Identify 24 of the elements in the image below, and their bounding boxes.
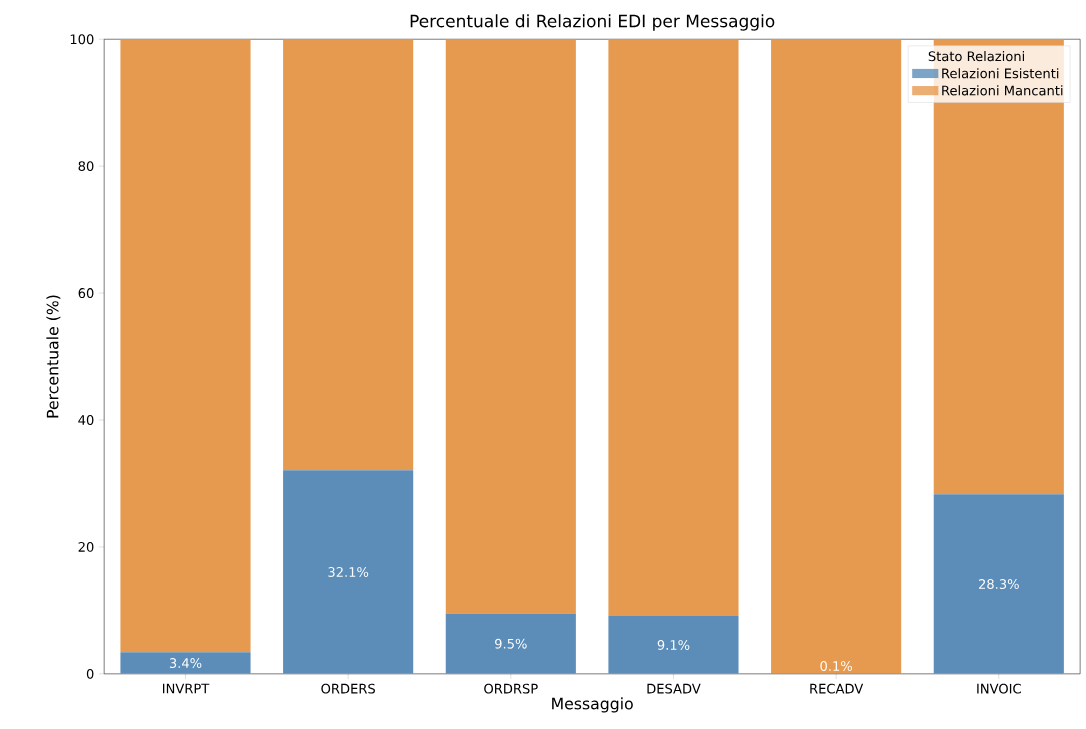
x-axis-title: Messaggio <box>552 697 633 713</box>
x-tick-label: DESADV <box>647 683 701 694</box>
data-label: 32.1% <box>328 567 369 578</box>
y-tick-label: 60 <box>78 288 94 299</box>
chart-title: Percentuale di Relazioni EDI per Messaggio <box>410 14 775 31</box>
legend-title: Stato Relazioni <box>928 51 1025 62</box>
x-tick-label: RECADV <box>810 683 864 694</box>
y-axis-title: Percentuale (%) <box>46 295 61 418</box>
x-tick-label: ORDRSP <box>484 683 538 694</box>
y-tick-label: 20 <box>78 542 94 552</box>
data-label: 28.3% <box>978 579 1019 590</box>
legend-label: Relazioni Esistenti <box>942 68 1059 79</box>
x-tick-label: INVOIC <box>977 683 1021 694</box>
y-tick-label: 0 <box>86 669 94 679</box>
data-label: 9.5% <box>495 638 527 649</box>
data-label: 0.1% <box>820 661 853 672</box>
legend-label: Relazioni Mancanti <box>942 85 1063 96</box>
y-tick-label: 80 <box>78 161 94 172</box>
x-tick-label: INVRPT <box>163 683 210 694</box>
y-tick-label: 100 <box>70 34 94 45</box>
data-label: 3.4% <box>169 658 202 669</box>
data-label: 9.1% <box>657 640 690 651</box>
y-tick-label: 40 <box>78 415 94 426</box>
x-tick-label: ORDERS <box>321 683 375 694</box>
